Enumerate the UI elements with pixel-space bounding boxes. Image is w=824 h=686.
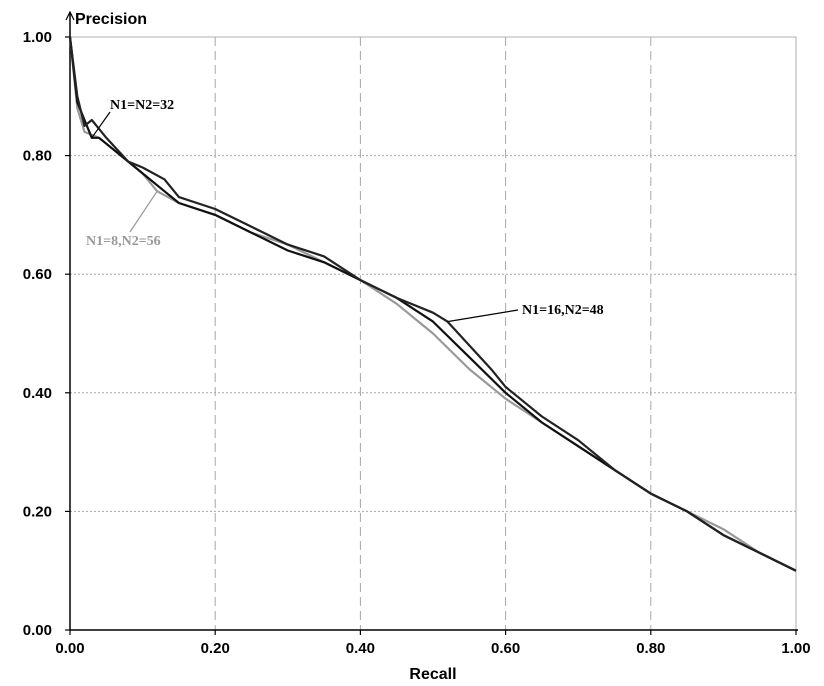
y-tick-label: 0.60 (23, 266, 52, 283)
x-tick-label: 0.40 (346, 640, 375, 657)
x-tick-label: 1.00 (781, 640, 810, 657)
y-tick-label: 0.20 (23, 503, 52, 520)
curve-annotations: N1=N2=32 N1=16,N2=48 N1=8,N2=56 (86, 98, 604, 323)
series-line (68, 36, 797, 572)
annotation-leader-line (91, 111, 111, 139)
y-tick-label: 1.00 (23, 29, 52, 46)
x-tick-label: 0.80 (636, 640, 665, 657)
x-tick-label: 0.00 (55, 640, 84, 657)
y-axis-title: Precision (75, 11, 147, 28)
y-tick-label: 0.00 (23, 622, 52, 639)
series-line (68, 36, 797, 572)
annotation-leader-line (447, 309, 519, 323)
axes (65, 10, 798, 631)
series-line (68, 36, 797, 572)
x-axis-title: Recall (409, 666, 456, 683)
series-lines (68, 36, 797, 572)
x-tick-label: 0.60 (491, 640, 520, 657)
x-tick-label: 0.20 (201, 640, 230, 657)
y-tick-labels: 0.00 0.20 0.40 0.60 0.80 1.00 (23, 29, 70, 639)
annotation-label: N1=N2=32 (110, 98, 174, 113)
annotation-label: N1=16,N2=48 (522, 303, 604, 318)
x-tick-labels: 0.00 0.20 0.40 0.60 0.80 1.00 (55, 630, 811, 657)
y-tick-label: 0.40 (23, 385, 52, 402)
annotation-leader-line (129, 190, 158, 233)
y-tick-label: 0.80 (23, 148, 52, 165)
annotation-label: N1=8,N2=56 (86, 234, 161, 249)
grid-lines (70, 37, 796, 630)
y-axis-arrow (65, 10, 75, 21)
